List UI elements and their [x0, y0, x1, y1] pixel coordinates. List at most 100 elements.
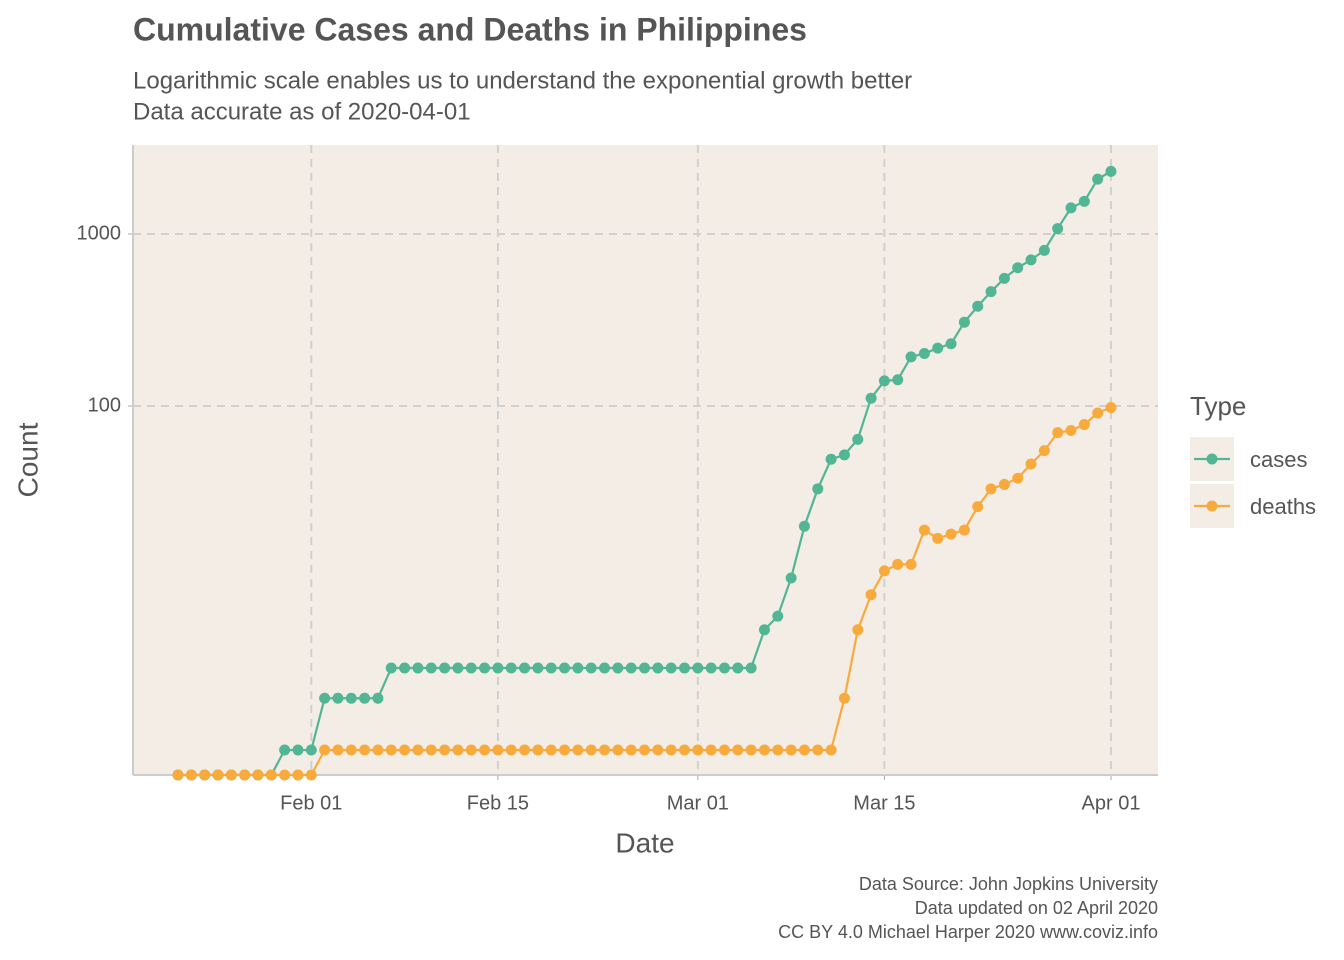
point — [1052, 223, 1064, 235]
point — [505, 744, 517, 756]
point — [479, 744, 491, 756]
point — [599, 662, 611, 674]
point — [878, 375, 890, 387]
point — [399, 744, 411, 756]
x-axis-title: Date — [615, 827, 674, 858]
point — [758, 624, 770, 636]
point — [585, 662, 597, 674]
point — [878, 565, 890, 577]
point — [665, 744, 677, 756]
point — [319, 744, 331, 756]
point — [1012, 262, 1024, 274]
point — [785, 744, 797, 756]
point — [225, 769, 237, 781]
point — [625, 662, 637, 674]
point — [825, 453, 837, 465]
point — [465, 662, 477, 674]
point — [439, 662, 451, 674]
caption: Data updated on 02 April 2020 — [915, 898, 1158, 918]
point — [745, 744, 757, 756]
point — [305, 769, 317, 781]
subtitle: Data accurate as of 2020-04-01 — [133, 98, 471, 125]
point — [958, 524, 970, 536]
point — [732, 662, 744, 674]
point — [439, 744, 451, 756]
chart-title: Cumulative Cases and Deaths in Philippin… — [133, 11, 807, 47]
point — [985, 286, 997, 298]
point — [892, 558, 904, 570]
legend-label: cases — [1250, 447, 1307, 472]
point — [345, 744, 357, 756]
point — [399, 662, 411, 674]
point — [932, 532, 944, 544]
x-tick-label: Feb 01 — [280, 792, 342, 814]
point — [932, 342, 944, 354]
point — [452, 662, 464, 674]
point — [1025, 458, 1037, 470]
point — [1078, 195, 1090, 207]
point — [945, 528, 957, 540]
point — [572, 662, 584, 674]
point — [545, 662, 557, 674]
point — [732, 744, 744, 756]
point — [385, 662, 397, 674]
point — [319, 692, 331, 704]
point — [1052, 427, 1064, 439]
point — [412, 744, 424, 756]
legend-point — [1206, 453, 1218, 465]
point — [1065, 425, 1077, 437]
point — [239, 769, 251, 781]
point — [1025, 254, 1037, 266]
point — [758, 744, 770, 756]
legend-point — [1206, 500, 1218, 512]
point — [745, 662, 757, 674]
point — [918, 347, 930, 359]
y-tick-label: 100 — [88, 394, 121, 416]
point — [1105, 402, 1117, 414]
point — [905, 558, 917, 570]
point — [425, 744, 437, 756]
point — [838, 449, 850, 461]
point — [519, 662, 531, 674]
point — [252, 769, 264, 781]
point — [838, 692, 850, 704]
point — [692, 662, 704, 674]
point — [678, 662, 690, 674]
legend-label: deaths — [1250, 494, 1316, 519]
point — [372, 744, 384, 756]
point — [639, 744, 650, 756]
x-tick-label: Mar 01 — [667, 792, 729, 814]
point — [612, 744, 624, 756]
point — [972, 501, 984, 513]
point — [798, 744, 810, 756]
point — [892, 374, 904, 386]
point — [998, 272, 1010, 284]
point — [292, 769, 304, 781]
legend-title: Type — [1190, 391, 1246, 421]
point — [1105, 165, 1117, 177]
point — [718, 744, 730, 756]
point — [1038, 244, 1050, 256]
point — [612, 662, 624, 674]
point — [958, 316, 970, 328]
point — [998, 478, 1010, 490]
point — [852, 433, 864, 445]
point — [412, 662, 424, 674]
point — [185, 769, 197, 781]
point — [918, 524, 930, 536]
point — [825, 744, 837, 756]
point — [385, 744, 397, 756]
point — [465, 744, 477, 756]
point — [865, 392, 877, 404]
point — [852, 624, 864, 636]
point — [479, 662, 491, 674]
x-tick-label: Mar 15 — [853, 792, 915, 814]
point — [665, 662, 677, 674]
point — [905, 351, 917, 363]
point — [519, 744, 531, 756]
point — [772, 744, 784, 756]
point — [1065, 202, 1077, 214]
point — [1012, 472, 1024, 484]
caption: Data Source: John Jopkins University — [859, 874, 1158, 894]
